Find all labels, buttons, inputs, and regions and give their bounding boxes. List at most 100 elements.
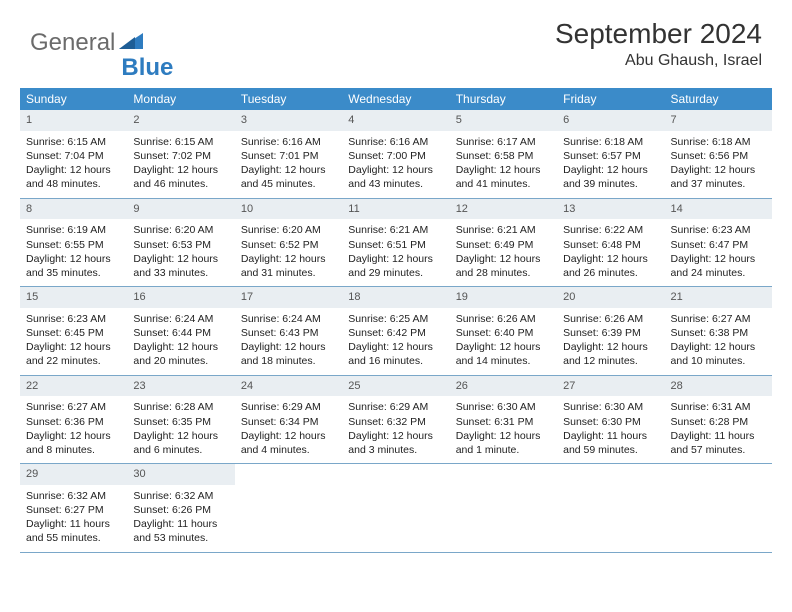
- daylight-text: and 48 minutes.: [26, 177, 121, 191]
- sunset-text: Sunset: 6:42 PM: [348, 326, 443, 340]
- day-header: Sunday: [20, 88, 127, 110]
- day-header: Wednesday: [342, 88, 449, 110]
- sunset-text: Sunset: 6:57 PM: [563, 149, 658, 163]
- logo-text-blue: Blue: [121, 54, 173, 82]
- daylight-text: and 8 minutes.: [26, 443, 121, 457]
- calendar-week-row: 29Sunrise: 6:32 AMSunset: 6:27 PMDayligh…: [20, 464, 772, 553]
- sunset-text: Sunset: 6:55 PM: [26, 238, 121, 252]
- calendar-cell: 6 Sunrise: 6:18 AMSunset: 6:57 PMDaylight…: [557, 110, 664, 198]
- daylight-text: and 18 minutes.: [241, 354, 336, 368]
- daylight-text: Daylight: 12 hours: [563, 163, 658, 177]
- sunset-text: Sunset: 6:34 PM: [241, 415, 336, 429]
- daylight-text: Daylight: 12 hours: [348, 429, 443, 443]
- calendar-cell: 1Sunrise: 6:15 AMSunset: 7:04 PMDaylight…: [20, 110, 127, 198]
- day-number: 25: [342, 376, 449, 397]
- calendar-cell-empty: [450, 464, 557, 553]
- daylight-text: and 35 minutes.: [26, 266, 121, 280]
- day-number: 8: [20, 199, 127, 220]
- daylight-text: and 46 minutes.: [133, 177, 228, 191]
- sunrise-text: Sunrise: 6:15 AM: [26, 135, 121, 149]
- day-number: [342, 464, 449, 485]
- daylight-text: Daylight: 12 hours: [133, 252, 228, 266]
- calendar-cell-empty: [665, 464, 772, 553]
- calendar-cell: 8 Sunrise: 6:19 AMSunset: 6:55 PMDaylight…: [20, 198, 127, 287]
- daylight-text: Daylight: 12 hours: [563, 252, 658, 266]
- daylight-text: and 43 minutes.: [348, 177, 443, 191]
- day-header: Tuesday: [235, 88, 342, 110]
- day-number: 5: [450, 110, 557, 131]
- day-number: 6: [557, 110, 664, 131]
- calendar-cell-empty: [342, 464, 449, 553]
- daylight-text: and 26 minutes.: [563, 266, 658, 280]
- day-number: [235, 464, 342, 485]
- daylight-text: and 53 minutes.: [133, 531, 228, 545]
- calendar-cell: 12Sunrise: 6:21 AMSunset: 6:49 PMDayligh…: [450, 198, 557, 287]
- calendar-week-row: 8Sunrise: 6:19 AMSunset: 6:55 PMDaylight…: [20, 198, 772, 287]
- day-number: 26: [450, 376, 557, 397]
- calendar-cell: 23Sunrise: 6:28 AMSunset: 6:35 PMDayligh…: [127, 375, 234, 464]
- calendar-cell: 13Sunrise: 6:22 AMSunset: 6:48 PMDayligh…: [557, 198, 664, 287]
- sunrise-text: Sunrise: 6:31 AM: [671, 400, 766, 414]
- calendar-cell: 10Sunrise: 6:20 AMSunset: 6:52 PMDayligh…: [235, 198, 342, 287]
- sunrise-text: Sunrise: 6:24 AM: [133, 312, 228, 326]
- day-number: 15: [20, 287, 127, 308]
- sunset-text: Sunset: 6:39 PM: [563, 326, 658, 340]
- sunrise-text: Sunrise: 6:27 AM: [26, 400, 121, 414]
- daylight-text: and 37 minutes.: [671, 177, 766, 191]
- day-header: Saturday: [665, 88, 772, 110]
- logo-text-general: General: [30, 29, 115, 57]
- sunrise-text: Sunrise: 6:29 AM: [241, 400, 336, 414]
- daylight-text: and 22 minutes.: [26, 354, 121, 368]
- calendar-cell: 19Sunrise: 6:26 AMSunset: 6:40 PMDayligh…: [450, 287, 557, 376]
- daylight-text: Daylight: 11 hours: [671, 429, 766, 443]
- daylight-text: Daylight: 12 hours: [671, 340, 766, 354]
- calendar-cell: 22Sunrise: 6:27 AMSunset: 6:36 PMDayligh…: [20, 375, 127, 464]
- day-number: [665, 464, 772, 485]
- day-number: 23: [127, 376, 234, 397]
- day-number: 11: [342, 199, 449, 220]
- sunrise-text: Sunrise: 6:18 AM: [563, 135, 658, 149]
- daylight-text: and 33 minutes.: [133, 266, 228, 280]
- calendar-cell: 30Sunrise: 6:32 AMSunset: 6:26 PMDayligh…: [127, 464, 234, 553]
- sunset-text: Sunset: 6:58 PM: [456, 149, 551, 163]
- calendar-body: 1Sunrise: 6:15 AMSunset: 7:04 PMDaylight…: [20, 110, 772, 552]
- daylight-text: and 41 minutes.: [456, 177, 551, 191]
- sunset-text: Sunset: 6:43 PM: [241, 326, 336, 340]
- daylight-text: and 12 minutes.: [563, 354, 658, 368]
- day-number: 4: [342, 110, 449, 131]
- daylight-text: and 24 minutes.: [671, 266, 766, 280]
- calendar-cell: 16Sunrise: 6:24 AMSunset: 6:44 PMDayligh…: [127, 287, 234, 376]
- sunrise-text: Sunrise: 6:19 AM: [26, 223, 121, 237]
- sunset-text: Sunset: 6:51 PM: [348, 238, 443, 252]
- sunrise-text: Sunrise: 6:16 AM: [241, 135, 336, 149]
- daylight-text: and 55 minutes.: [26, 531, 121, 545]
- day-number: 12: [450, 199, 557, 220]
- day-number: 2: [127, 110, 234, 131]
- daylight-text: Daylight: 11 hours: [133, 517, 228, 531]
- daylight-text: Daylight: 12 hours: [133, 163, 228, 177]
- daylight-text: Daylight: 12 hours: [241, 429, 336, 443]
- day-number: 18: [342, 287, 449, 308]
- page-title: September 2024: [555, 18, 762, 50]
- sunrise-text: Sunrise: 6:18 AM: [671, 135, 766, 149]
- sunset-text: Sunset: 7:00 PM: [348, 149, 443, 163]
- sunset-text: Sunset: 6:38 PM: [671, 326, 766, 340]
- sunrise-text: Sunrise: 6:23 AM: [26, 312, 121, 326]
- sunset-text: Sunset: 6:45 PM: [26, 326, 121, 340]
- calendar-cell: 11Sunrise: 6:21 AMSunset: 6:51 PMDayligh…: [342, 198, 449, 287]
- daylight-text: and 39 minutes.: [563, 177, 658, 191]
- daylight-text: Daylight: 12 hours: [26, 163, 121, 177]
- daylight-text: Daylight: 12 hours: [348, 252, 443, 266]
- sunset-text: Sunset: 6:40 PM: [456, 326, 551, 340]
- day-number: 7: [665, 110, 772, 131]
- day-header: Thursday: [450, 88, 557, 110]
- daylight-text: Daylight: 12 hours: [241, 163, 336, 177]
- sunset-text: Sunset: 6:26 PM: [133, 503, 228, 517]
- logo: General Blue: [30, 18, 173, 68]
- calendar-cell: 5Sunrise: 6:17 AMSunset: 6:58 PMDaylight…: [450, 110, 557, 198]
- sunrise-text: Sunrise: 6:29 AM: [348, 400, 443, 414]
- day-number: 28: [665, 376, 772, 397]
- sunset-text: Sunset: 6:32 PM: [348, 415, 443, 429]
- daylight-text: Daylight: 12 hours: [26, 252, 121, 266]
- calendar-cell: 25 Sunrise: 6:29 AMSunset: 6:32 PMDayligh…: [342, 375, 449, 464]
